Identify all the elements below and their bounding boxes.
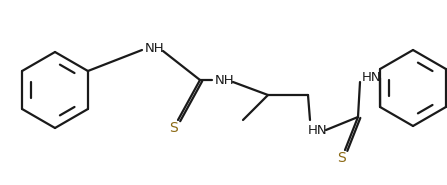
Text: HN: HN	[308, 124, 328, 137]
Text: S: S	[337, 151, 346, 165]
Text: S: S	[169, 121, 177, 135]
Text: NH: NH	[215, 73, 235, 87]
Text: NH: NH	[145, 41, 164, 55]
Text: HN: HN	[362, 70, 382, 83]
